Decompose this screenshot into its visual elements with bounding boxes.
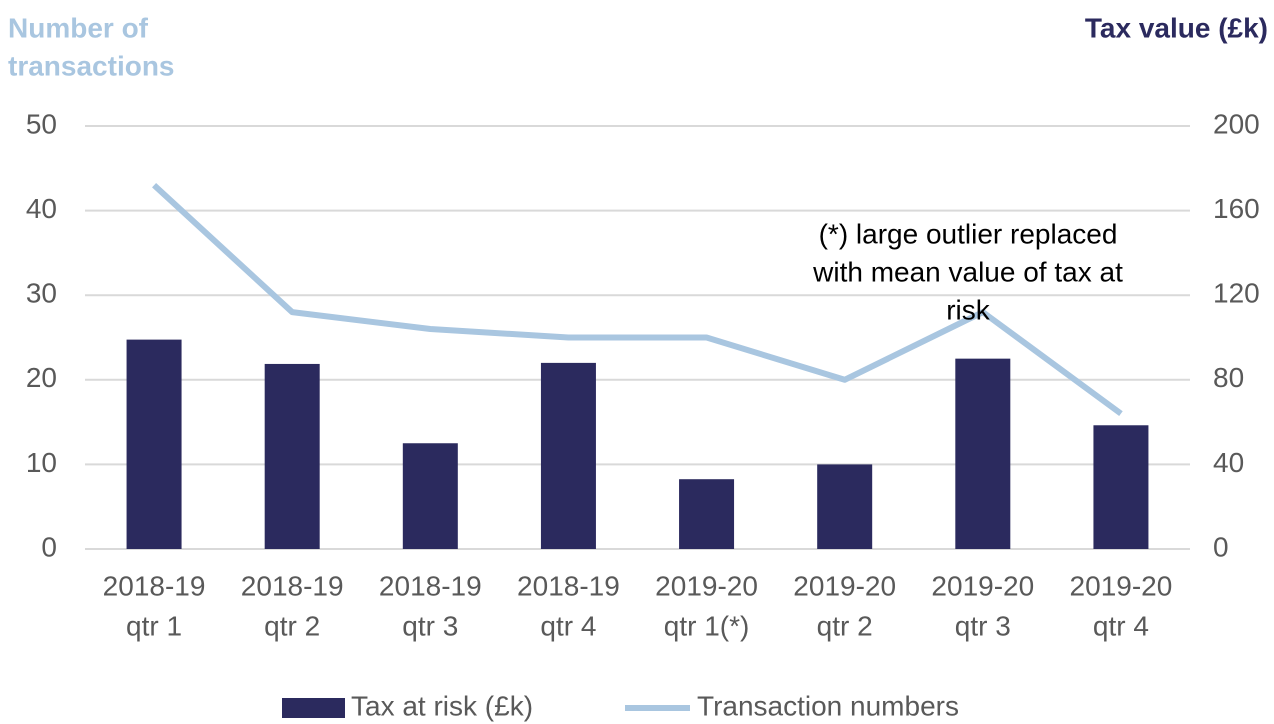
x-tick-label: 2019-20 — [793, 570, 896, 601]
y2-tick-label: 0 — [1213, 531, 1229, 562]
bar — [955, 358, 1011, 549]
x-tick-label: 2018-19 — [517, 570, 620, 601]
x-tick-label: 2018-19 — [103, 570, 206, 601]
x-tick-label: qtr 1 — [126, 610, 182, 641]
y-tick-label: 30 — [26, 278, 57, 309]
y-tick-label: 50 — [26, 108, 57, 139]
y-tick-label: 0 — [41, 531, 57, 562]
y2-tick-label: 120 — [1213, 278, 1260, 309]
y2-tick-label: 80 — [1213, 362, 1244, 393]
bar — [817, 464, 873, 549]
x-tick-label: 2019-20 — [655, 570, 758, 601]
x-tick-label: qtr 3 — [402, 610, 458, 641]
annotation: risk — [946, 294, 991, 325]
y-tick-label: 10 — [26, 447, 57, 478]
bar — [402, 443, 458, 549]
annotation: with mean value of tax at — [812, 256, 1123, 287]
x-tick-label: qtr 4 — [1093, 610, 1149, 641]
y-axis-title: transactions — [8, 50, 175, 81]
bar — [1093, 425, 1149, 549]
x-tick-label: qtr 3 — [955, 610, 1011, 641]
y-axis-title: Number of — [8, 12, 149, 43]
y2-tick-label: 40 — [1213, 447, 1244, 478]
bar — [264, 363, 320, 549]
x-tick-label: qtr 1(*) — [664, 610, 750, 641]
x-tick-label: qtr 4 — [540, 610, 596, 641]
annotation: (*) large outlier replaced — [819, 218, 1118, 249]
x-tick-label: qtr 2 — [264, 610, 320, 641]
y2-axis-title: Tax value (£k) — [1085, 12, 1268, 43]
x-tick-label: 2019-20 — [931, 570, 1034, 601]
x-tick-label: qtr 2 — [817, 610, 873, 641]
y2-tick-label: 160 — [1213, 193, 1260, 224]
y2-tick-label: 200 — [1213, 108, 1260, 139]
x-tick-label: 2019-20 — [1070, 570, 1173, 601]
y-tick-label: 20 — [26, 362, 57, 393]
x-tick-label: 2018-19 — [379, 570, 482, 601]
x-tick-label: 2018-19 — [241, 570, 344, 601]
bar — [679, 479, 735, 549]
bar — [126, 339, 182, 549]
y-tick-label: 40 — [26, 193, 57, 224]
legend-label: Transaction numbers — [697, 690, 959, 721]
legend-label: Tax at risk (£k) — [351, 690, 533, 721]
line — [152, 183, 1123, 417]
legend-swatch — [282, 698, 345, 718]
bar — [540, 362, 596, 549]
